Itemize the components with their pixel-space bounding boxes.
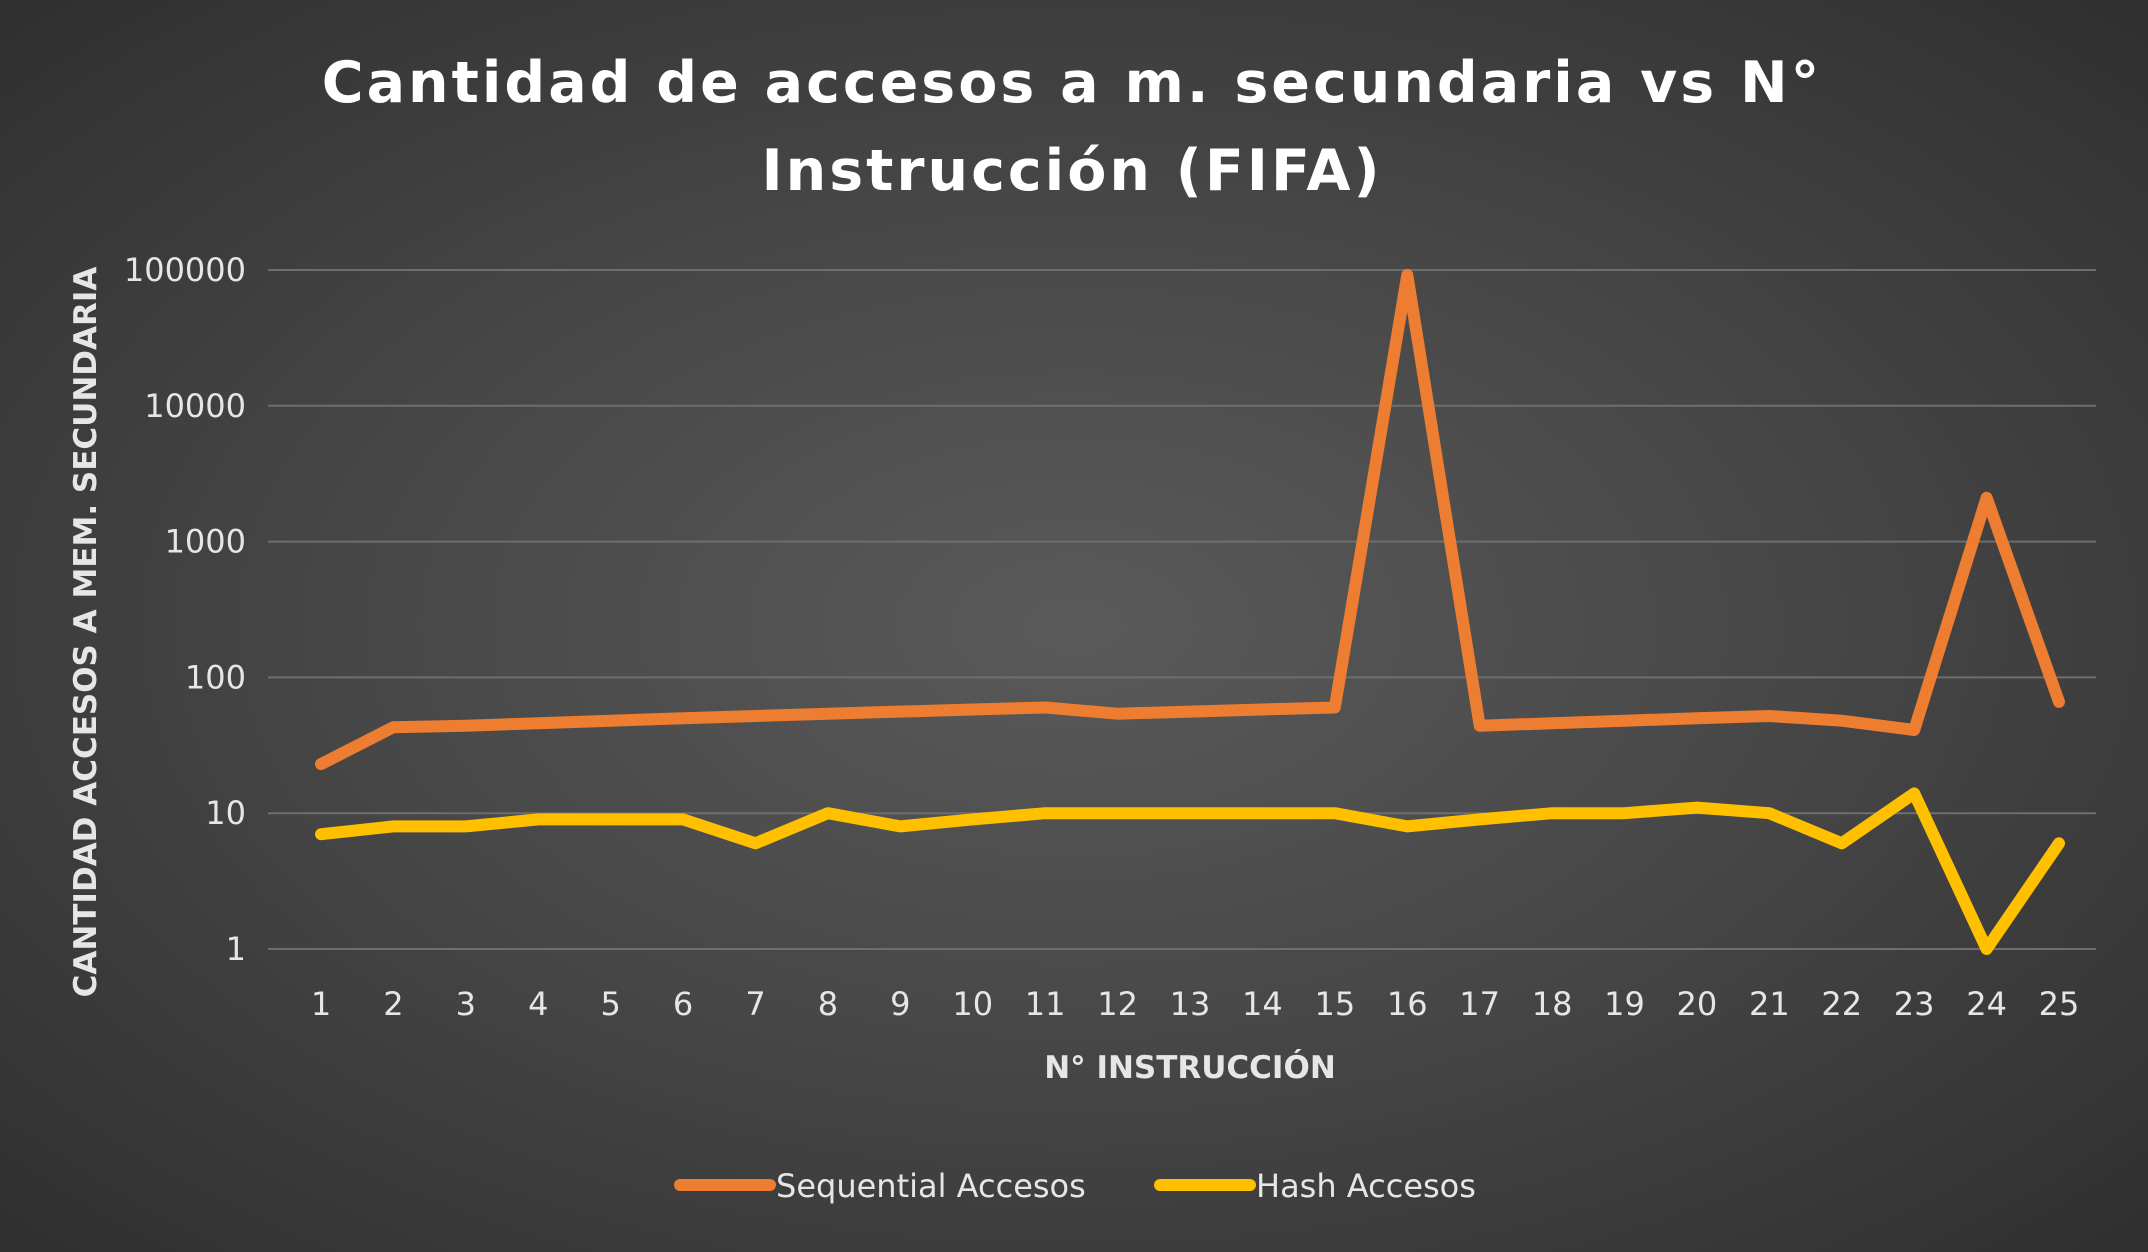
x-tick-label-17: 17 bbox=[1459, 985, 1500, 1023]
x-tick-label-22: 22 bbox=[1821, 985, 1862, 1023]
series-line-hash bbox=[315, 787, 2065, 955]
chart-title-line-1: Cantidad de accesos a m. secundaria vs N… bbox=[322, 50, 1823, 116]
x-tick-label-8: 8 bbox=[818, 985, 838, 1023]
y-tick-label-100: 100 bbox=[185, 658, 246, 696]
x-tick-label-25: 25 bbox=[2039, 985, 2080, 1023]
x-tick-label-18: 18 bbox=[1532, 985, 1573, 1023]
y-axis-ticks: 1 10 100 1000 10000 100000 bbox=[124, 251, 246, 968]
x-tick-label-24: 24 bbox=[1966, 985, 2007, 1023]
x-tick-label-15: 15 bbox=[1314, 985, 1355, 1023]
x-tick-label-1: 1 bbox=[311, 985, 331, 1023]
x-tick-label-9: 9 bbox=[890, 985, 910, 1023]
x-tick-label-6: 6 bbox=[673, 985, 693, 1023]
legend: Sequential Accesos Hash Accesos bbox=[674, 1167, 1476, 1205]
legend-label-sequential: Sequential Accesos bbox=[776, 1167, 1086, 1205]
legend-label-hash: Hash Accesos bbox=[1256, 1167, 1476, 1205]
x-tick-label-12: 12 bbox=[1097, 985, 1138, 1023]
y-tick-label-10000: 10000 bbox=[144, 387, 246, 425]
y-tick-label-1000: 1000 bbox=[165, 523, 246, 561]
x-tick-label-14: 14 bbox=[1242, 985, 1283, 1023]
gridlines bbox=[268, 269, 2096, 950]
x-tick-label-13: 13 bbox=[1170, 985, 1211, 1023]
chart-title-line-2: Instrucción (FIFA) bbox=[761, 138, 1382, 204]
y-tick-label-100000: 100000 bbox=[124, 251, 246, 289]
x-tick-label-21: 21 bbox=[1749, 985, 1790, 1023]
x-tick-label-11: 11 bbox=[1025, 985, 1066, 1023]
x-tick-label-2: 2 bbox=[383, 985, 403, 1023]
x-tick-label-3: 3 bbox=[456, 985, 476, 1023]
x-tick-label-19: 19 bbox=[1604, 985, 1645, 1023]
x-tick-label-5: 5 bbox=[600, 985, 620, 1023]
y-tick-label-10: 10 bbox=[205, 794, 246, 832]
y-axis-title: CANTIDAD ACCESOS A MEM. SECUNDARIA bbox=[68, 267, 104, 998]
x-tick-label-16: 16 bbox=[1387, 985, 1428, 1023]
x-tick-label-10: 10 bbox=[952, 985, 993, 1023]
x-tick-label-7: 7 bbox=[745, 985, 765, 1023]
x-tick-label-4: 4 bbox=[528, 985, 548, 1023]
series-lines bbox=[315, 268, 2065, 955]
x-tick-label-20: 20 bbox=[1677, 985, 1718, 1023]
series-line-sequential bbox=[315, 268, 2065, 771]
x-tick-label-23: 23 bbox=[1894, 985, 1935, 1023]
x-axis-ticks: 1 2 3 4 5 6 7 8 9 10 11 12 13 14 15 16 17 18 19 20 21 22 23 24 2… bbox=[311, 985, 2080, 1023]
y-tick-label-1: 1 bbox=[226, 930, 246, 968]
x-axis-title: N° INSTRUCCIÓN bbox=[1044, 1049, 1336, 1086]
